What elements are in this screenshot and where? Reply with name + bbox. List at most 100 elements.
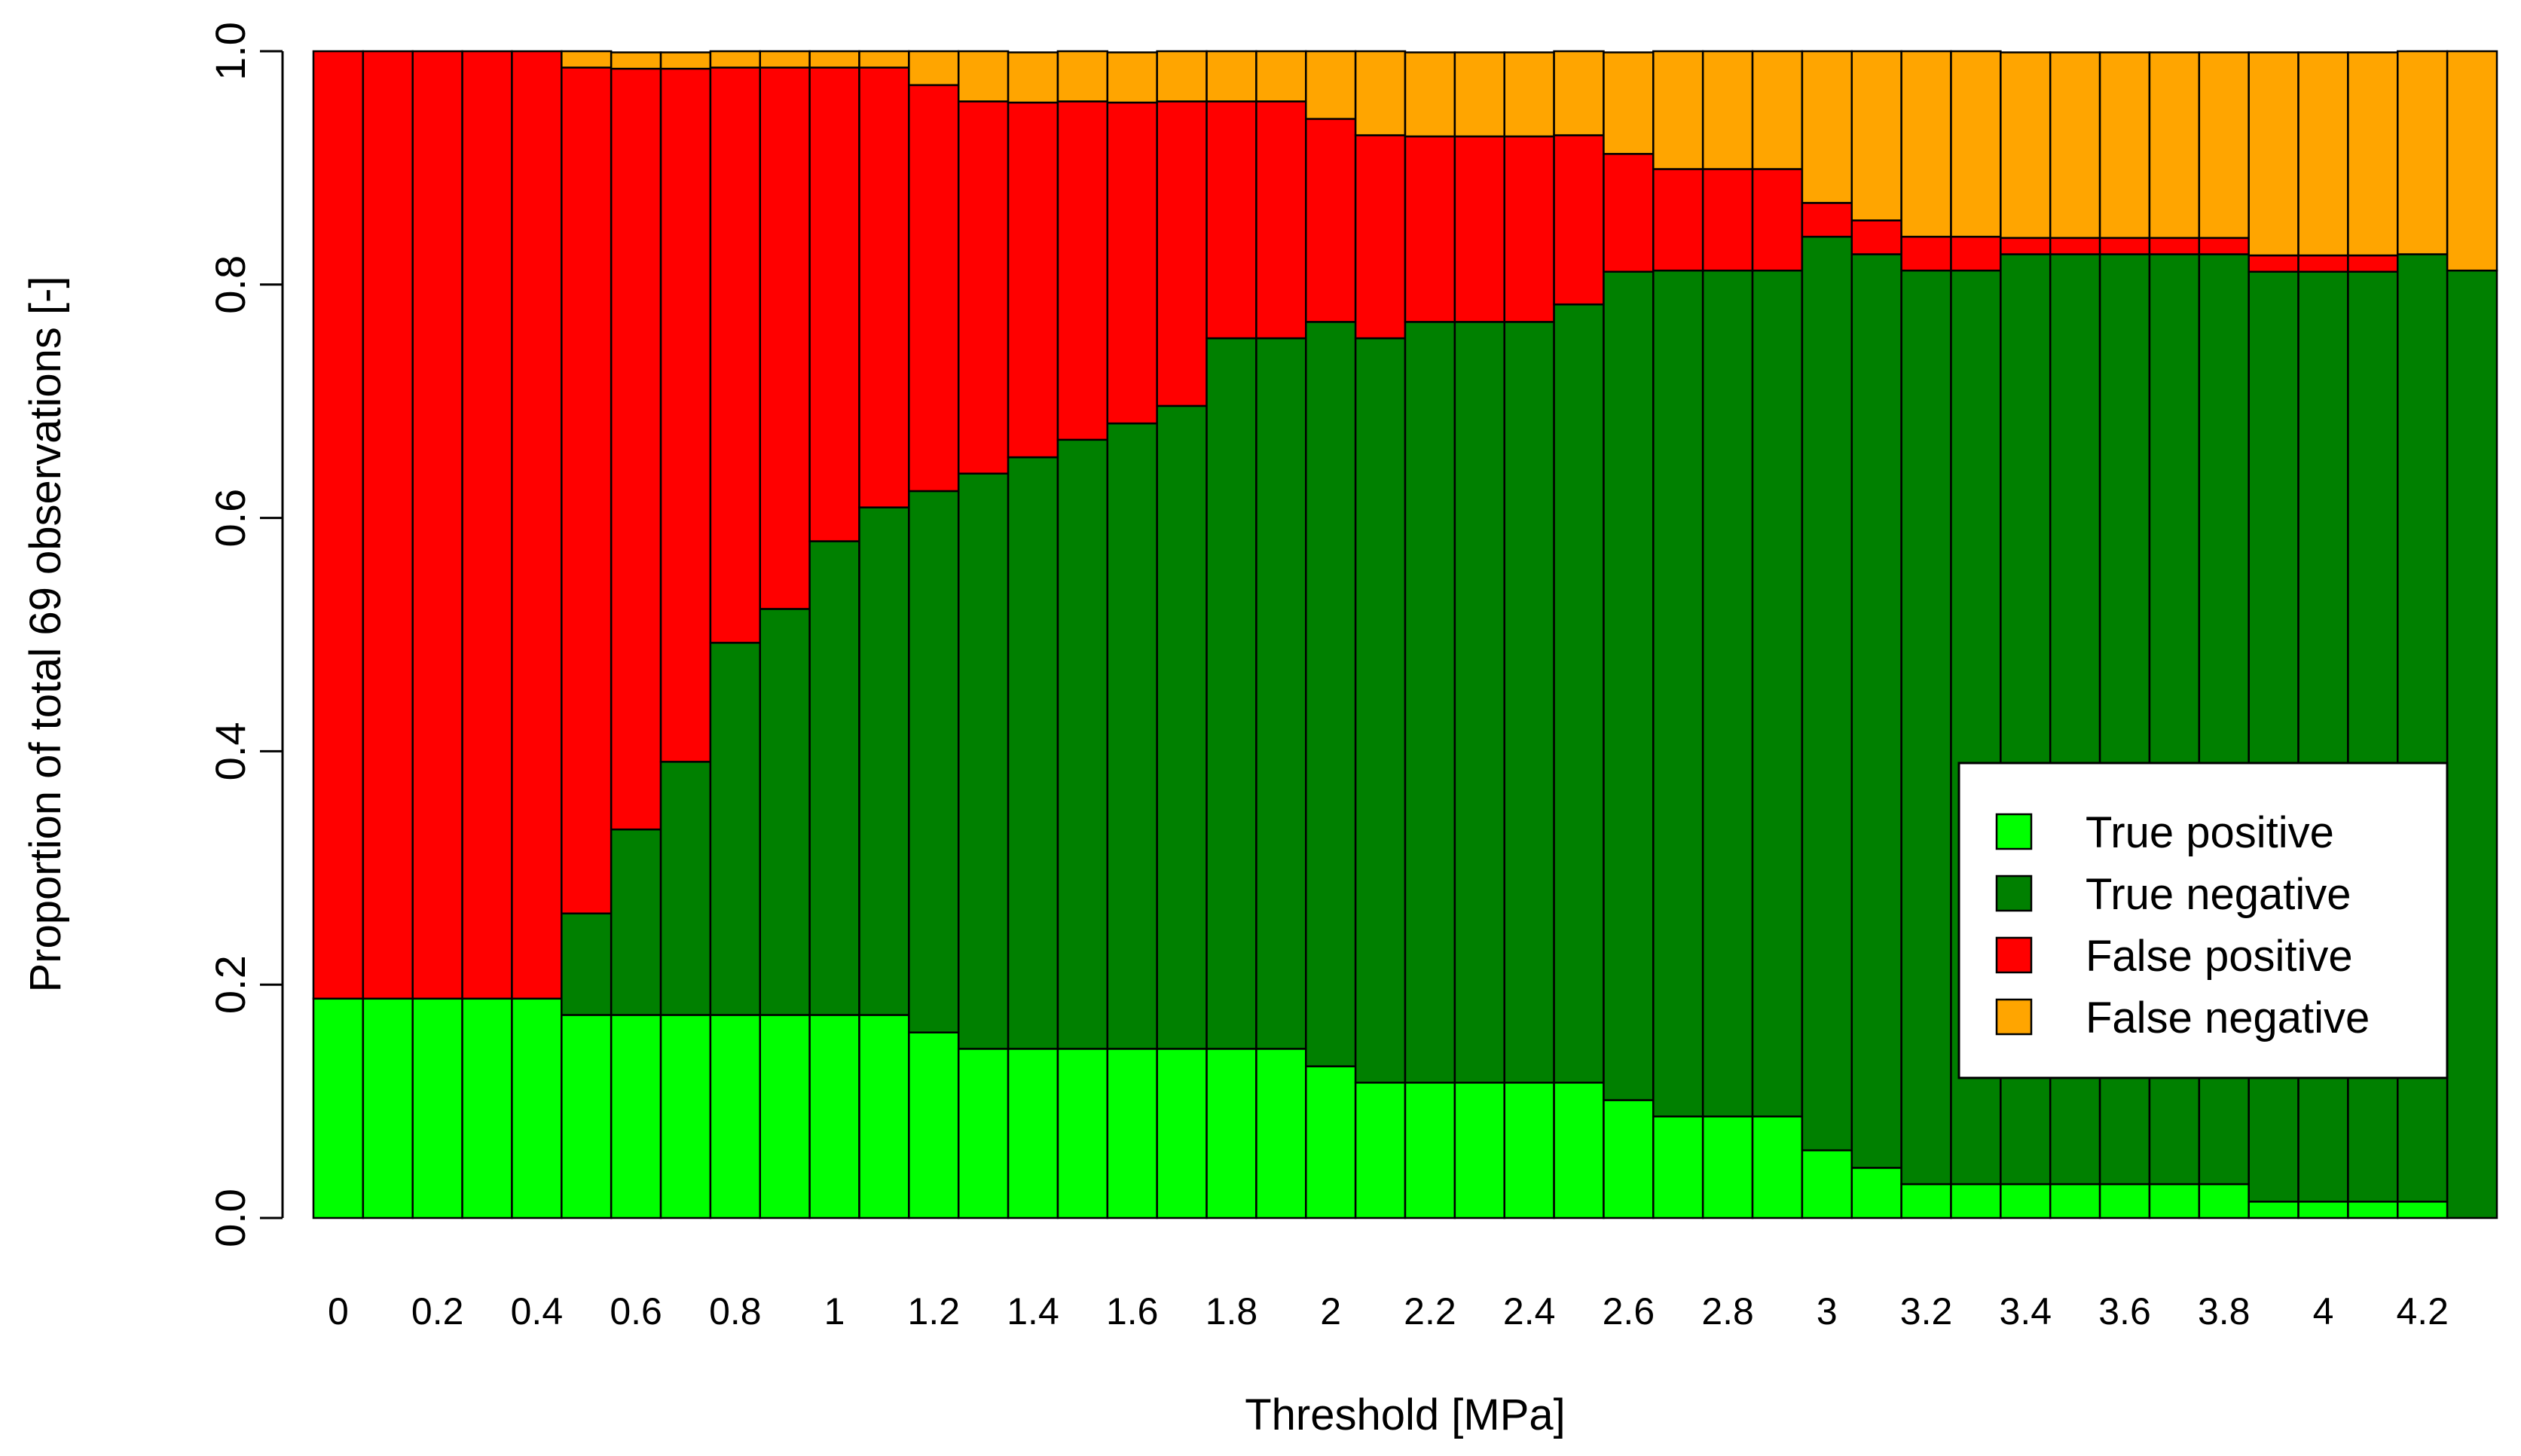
bar-segment-true-positive-32 (1900, 1183, 1952, 1219)
bar-segment-true-negative-27 (1652, 269, 1704, 1118)
x-tick-label: 2.8 (1701, 1290, 1754, 1332)
legend: True positive True negative False positive… (1957, 762, 2449, 1079)
bar-segment-false-negative-35 (2049, 51, 2101, 240)
bar-segment-false-negative-43 (2446, 50, 2498, 272)
legend-label-false-positive: False positive (2086, 932, 2353, 981)
bar-segment-false-positive-6 (610, 67, 662, 831)
bar-segment-false-positive-7 (659, 67, 712, 763)
bar-segment-false-negative-40 (2297, 51, 2349, 257)
bar-segment-false-negative-15 (1056, 50, 1109, 102)
bar-segment-false-positive-35 (2049, 237, 2101, 255)
x-tick-label: 1 (824, 1290, 845, 1332)
y-tick-label: 0.2 (206, 955, 254, 1014)
legend-label-true-positive: True positive (2086, 808, 2334, 857)
x-tick-label: 0 (328, 1290, 349, 1332)
bar-segment-false-positive-12 (908, 84, 960, 493)
bar-segment-true-negative-15 (1056, 438, 1109, 1050)
legend-swatch-true-negative (1995, 875, 2033, 912)
x-axis-title: Threshold [MPa] (1245, 1390, 1566, 1439)
bar-segment-false-negative-28 (1701, 50, 1754, 170)
y-tick-label: 0.8 (206, 255, 254, 314)
bar-segment-true-negative-10 (808, 540, 860, 1016)
bar-segment-false-negative-12 (908, 50, 960, 87)
bar-segment-true-negative-16 (1106, 422, 1158, 1050)
bar-segment-false-positive-28 (1701, 168, 1754, 272)
bar-segment-false-positive-29 (1751, 168, 1804, 272)
x-tick-label: 1.4 (1007, 1290, 1059, 1332)
bar-segment-true-positive-15 (1056, 1048, 1109, 1219)
bar-segment-false-positive-14 (1007, 101, 1059, 459)
legend-swatch-true-positive (1995, 813, 2033, 850)
y-axis: 0.0 0.2 0.4 0.6 0.8 1.0 (206, 22, 284, 1247)
bar-segment-true-negative-20 (1305, 321, 1357, 1067)
bar-segment-false-positive-41 (2347, 254, 2399, 273)
bar-segment-true-positive-6 (610, 1014, 662, 1219)
x-tick-label: 1.2 (908, 1290, 961, 1332)
bar-segment-false-positive-30 (1801, 202, 1853, 238)
bar-segment-false-positive-11 (858, 66, 910, 508)
bar-segment-true-positive-5 (561, 1014, 613, 1219)
bar-segment-false-positive-31 (1850, 219, 1902, 255)
x-tick-label: 2 (1320, 1290, 1341, 1332)
x-tick-label: 0.8 (709, 1290, 762, 1332)
bar-segment-true-positive-23 (1453, 1082, 1505, 1219)
bar-segment-false-negative-7 (659, 51, 712, 70)
bar-segment-true-negative-23 (1453, 321, 1505, 1084)
bar-segment-true-negative-32 (1900, 269, 1952, 1186)
bar-segment-true-negative-21 (1354, 337, 1407, 1084)
bar-segment-true-positive-30 (1801, 1149, 1853, 1219)
bar-segment-false-positive-19 (1255, 100, 1307, 340)
bar-segment-false-negative-30 (1801, 50, 1853, 204)
bar-segment-true-negative-24 (1503, 321, 1555, 1084)
bar-segment-false-positive-16 (1106, 101, 1158, 425)
bar-segment-false-positive-13 (957, 100, 1010, 475)
bar-segment-true-positive-28 (1701, 1115, 1754, 1219)
bar-segment-false-positive-40 (2297, 254, 2349, 273)
bar-segment-true-positive-29 (1751, 1115, 1804, 1219)
bar-segment-true-positive-24 (1503, 1082, 1555, 1219)
bar-segment-true-positive-26 (1603, 1099, 1655, 1219)
bar-segment-true-positive-14 (1007, 1048, 1059, 1219)
bar-segment-true-positive-22 (1404, 1082, 1456, 1219)
bar-segment-false-negative-6 (610, 51, 662, 70)
bar-segment-true-positive-0 (312, 997, 365, 1219)
bar-segment-true-positive-16 (1106, 1048, 1158, 1219)
bar-segment-false-negative-26 (1603, 51, 1655, 155)
x-tick-label: 3.8 (2198, 1290, 2251, 1332)
x-axis: 0 0.2 0.4 0.6 0.8 1 1.2 1.4 1.6 1.8 2 2.2 2.4 2.6 2.8 3… (328, 1290, 2449, 1332)
bar-segment-false-negative-14 (1007, 51, 1059, 104)
x-tick-label: 4 (2313, 1290, 2334, 1332)
bar-segment-false-negative-17 (1156, 50, 1208, 102)
y-tick-label: 1.0 (206, 22, 254, 81)
legend-label-false-negative: False negative (2086, 994, 2370, 1042)
bar-segment-true-positive-37 (2148, 1183, 2201, 1219)
legend-box (1957, 762, 2449, 1079)
bar-segment-false-negative-25 (1553, 50, 1605, 136)
bar-segment-true-negative-17 (1156, 404, 1208, 1050)
bar-segment-false-positive-5 (561, 66, 613, 914)
bar-segment-true-negative-12 (908, 490, 960, 1033)
x-tick-label: 1.8 (1205, 1290, 1258, 1332)
bar-segment-false-positive-9 (759, 66, 811, 610)
bar-segment-true-negative-5 (561, 912, 613, 1016)
bar-segment-false-positive-36 (2098, 237, 2151, 255)
x-tick-label: 2.2 (1404, 1290, 1456, 1332)
bar-segment-false-positive-8 (709, 66, 762, 644)
x-tick-label: 3.4 (2000, 1290, 2052, 1332)
bar-segment-true-positive-2 (411, 997, 463, 1219)
bar-segment-true-negative-18 (1205, 337, 1257, 1050)
bar-segment-true-positive-12 (908, 1031, 960, 1219)
bar-segment-false-negative-11 (858, 50, 910, 69)
bars-group (312, 50, 2498, 1219)
bar-segment-true-negative-14 (1007, 456, 1059, 1050)
legend-swatch-false-positive (1995, 936, 2033, 974)
bar-segment-true-negative-31 (1850, 253, 1902, 1169)
x-tick-label: 2.4 (1503, 1290, 1556, 1332)
bar-segment-false-positive-24 (1503, 135, 1555, 323)
y-tick-label: 0.4 (206, 722, 254, 780)
bar-segment-false-positive-34 (2000, 237, 2052, 255)
bar-segment-false-negative-39 (2248, 51, 2299, 257)
bar-segment-false-positive-33 (1950, 236, 2002, 272)
bar-segment-true-positive-40 (2297, 1201, 2349, 1219)
bar-segment-false-positive-27 (1652, 168, 1704, 272)
